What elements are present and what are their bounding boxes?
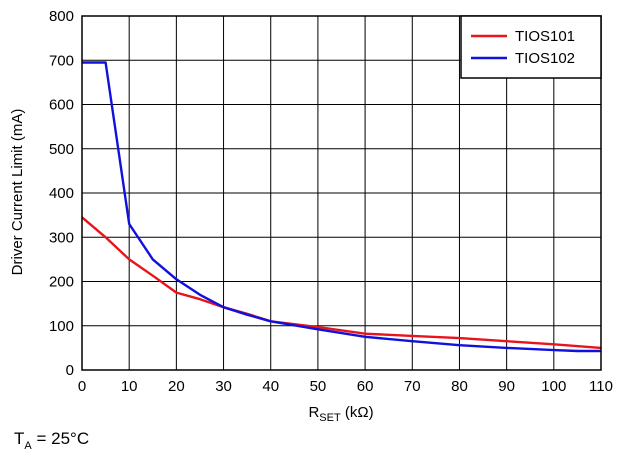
tick-labels: 0 10 20 30 40 50 60 70 80 90 100 110 0 100 200 300 400 50… [49,8,613,395]
footnote-subscript: A [24,440,32,452]
y-tick-label: 800 [49,8,74,25]
x-tick-label: 70 [404,378,421,395]
y-tick-label: 600 [49,97,74,114]
plot-frame [81,15,602,371]
x-axis-label-main: R [308,404,319,421]
x-tick-label: 20 [168,378,185,395]
x-axis-label-subscript: SET [319,412,341,424]
x-tick-label: 10 [121,378,138,395]
x-axis-label: RSET (kΩ) [308,404,373,424]
y-tick-label: 0 [66,362,74,379]
y-tick-label: 100 [49,318,74,335]
x-tick-label: 110 [589,378,613,395]
y-tick-label: 400 [49,185,74,202]
x-tick-label: 100 [541,378,566,395]
legend-box [460,15,602,79]
legend-label-tios101: TIOS101 [515,28,575,45]
y-tick-label: 300 [49,229,74,246]
legend: TIOS101 TIOS102 [460,15,602,79]
y-tick-label: 700 [49,52,74,69]
x-tick-label: 60 [357,378,374,395]
x-tick-label: 90 [498,378,515,395]
y-axis-label: Driver Current Limit (mA) [9,109,26,276]
x-tick-label: 0 [78,378,86,395]
temperature-condition-note: TA = 25°C [14,429,90,452]
x-tick-label: 50 [310,378,327,395]
x-tick-label: 80 [451,378,468,395]
x-tick-label: 40 [262,378,279,395]
x-tick-label: 30 [215,378,232,395]
y-tick-label: 200 [49,274,74,291]
x-axis-label-unit: (kΩ) [341,404,374,421]
series-lines [81,61,602,353]
legend-label-tios102: TIOS102 [515,50,575,67]
footnote-main: T [14,429,25,448]
y-tick-label: 500 [49,141,74,158]
series-line-tios102 [82,61,601,353]
footnote-rest: = 25°C [31,429,90,448]
